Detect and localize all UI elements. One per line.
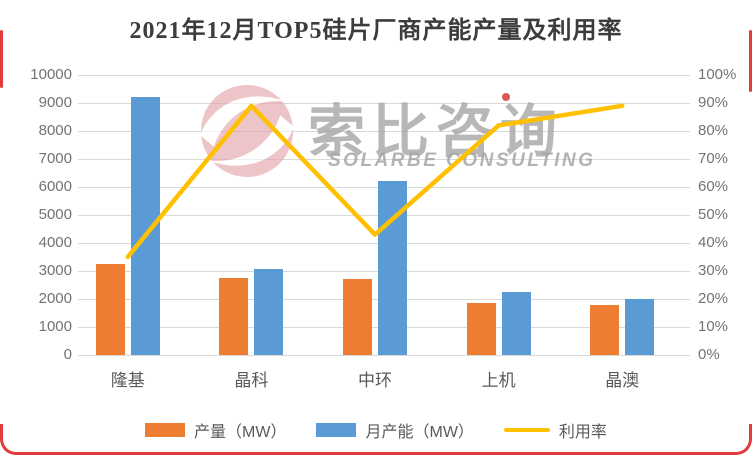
frame-left-segment — [0, 30, 3, 88]
frame-right-segment — [749, 30, 752, 92]
chart-title: 2021年12月TOP5硅片厂商产能产量及利用率 — [129, 18, 623, 44]
legend: 产量（MW） 月产能（MW） 利用率 — [0, 418, 752, 442]
y-axis-right-tick: 90% — [698, 94, 729, 111]
frame-bottom-line — [14, 452, 738, 455]
y-axis-right-tick: 40% — [698, 234, 729, 251]
x-axis-label: 中环 — [358, 371, 392, 390]
y-axis-right-tick: 80% — [698, 122, 729, 139]
y-axis-left-tick: 10000 — [30, 66, 72, 83]
frame-corner-bottom-left — [0, 424, 25, 455]
frame-corner-bottom-right — [727, 424, 752, 455]
y-axis-right-tick: 30% — [698, 262, 729, 279]
y-axis-right-tick: 50% — [698, 206, 729, 223]
utilization-line — [125, 103, 625, 260]
y-axis-right-tick: 100% — [698, 66, 737, 83]
y-axis-right-tick: 0% — [698, 346, 720, 363]
y-axis-left-tick: 7000 — [38, 150, 72, 167]
bar-production-4 — [466, 303, 496, 355]
y-axis-left-tick: 5000 — [38, 206, 72, 223]
bar-production-2 — [219, 278, 249, 355]
gridline — [78, 103, 690, 104]
y-axis-right-tick: 10% — [698, 318, 729, 335]
legend-label-utilization: 利用率 — [558, 424, 607, 441]
gridline — [78, 159, 690, 160]
y-axis-left-tick: 0 — [63, 346, 72, 363]
bar-capacity-5 — [625, 299, 655, 355]
legend-item-utilization: 利用率 — [503, 418, 607, 442]
y-axis-right-tick: 20% — [698, 290, 729, 307]
legend-item-production: 产量（MW） — [145, 418, 286, 442]
y-axis-left-tick: 8000 — [38, 122, 72, 139]
bar-capacity-4 — [501, 292, 531, 355]
bar-production-1 — [95, 264, 125, 355]
y-axis-left-tick: 3000 — [38, 262, 72, 279]
y-axis-right-tick: 70% — [698, 150, 729, 167]
capacity-swatch — [316, 423, 357, 437]
utilization-line-swatch — [503, 428, 550, 432]
gridline — [78, 131, 690, 132]
x-axis-label: 隆基 — [110, 371, 145, 390]
legend-label-production: 产量（MW） — [194, 424, 287, 441]
y-axis-left-tick: 2000 — [38, 290, 72, 307]
x-axis-label: 晶澳 — [605, 371, 640, 390]
y-axis-left-tick: 1000 — [38, 318, 72, 335]
bar-capacity-2 — [254, 268, 284, 355]
bar-production-3 — [343, 279, 372, 355]
x-axis-label: 上机 — [481, 371, 516, 390]
y-axis-left-tick: 9000 — [38, 94, 72, 111]
legend-label-capacity: 月产能（MW） — [365, 424, 474, 441]
y-axis-left-tick: 6000 — [38, 178, 72, 195]
y-axis-left-tick: 4000 — [38, 234, 72, 251]
bar-production-5 — [590, 305, 620, 355]
x-axis-label: 晶科 — [234, 371, 269, 390]
production-swatch — [145, 423, 186, 437]
y-axis-right-tick: 60% — [698, 178, 729, 195]
gridline — [78, 75, 690, 76]
legend-item-capacity: 月产能（MW） — [316, 418, 474, 442]
gridline — [78, 355, 690, 356]
